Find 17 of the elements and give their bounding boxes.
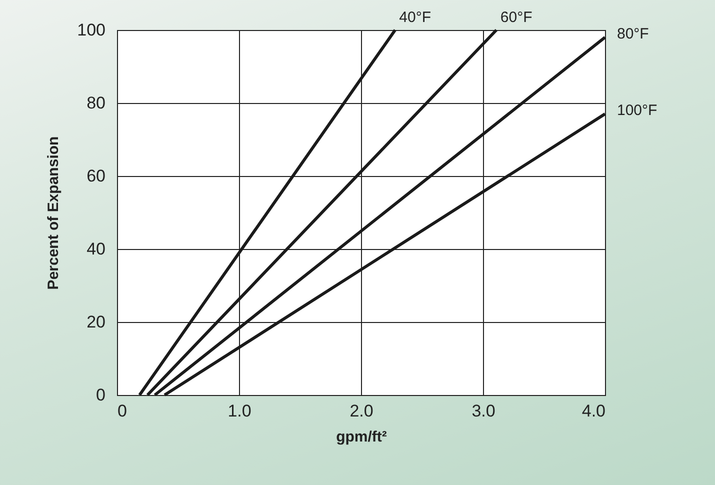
- x-tick-label: 4.0: [582, 402, 606, 420]
- y-tick-label: 0: [96, 386, 106, 404]
- x-tick-label: 2.0: [350, 402, 374, 420]
- series-label: 80°F: [617, 25, 649, 42]
- y-tick-label: 80: [86, 94, 106, 112]
- x-axis-title: gpm/ft²: [336, 428, 387, 446]
- x-tick-label: 3.0: [472, 402, 496, 420]
- y-tick-label: 100: [77, 20, 106, 40]
- y-tick-label: 40: [86, 240, 106, 258]
- y-axis-title: Percent of Expansion: [45, 136, 62, 290]
- x-tick-label: 1.0: [228, 402, 252, 420]
- y-tick-label: 60: [86, 166, 106, 186]
- series-label: 100°F: [617, 102, 658, 119]
- x-tick-label: 0: [118, 402, 127, 420]
- series-label: 40°F: [399, 9, 432, 26]
- y-tick-label: 20: [86, 312, 106, 332]
- series-label: 60°F: [500, 9, 532, 26]
